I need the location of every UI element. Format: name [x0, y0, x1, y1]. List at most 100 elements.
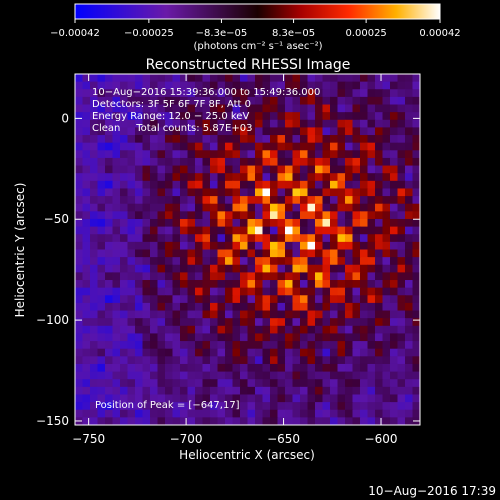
- heatmap-cell: [180, 211, 189, 220]
- heatmap-cell: [300, 142, 309, 151]
- heatmap-cell: [187, 241, 196, 251]
- heatmap-cell: [150, 333, 159, 342]
- heatmap-cell: [82, 257, 91, 266]
- heatmap-cell: [165, 356, 174, 365]
- heatmap-cell: [240, 180, 249, 190]
- heatmap-cell: [292, 310, 301, 319]
- heatmap-cell: [337, 180, 346, 190]
- heatmap-cell: [367, 234, 376, 243]
- heatmap-cell: [210, 241, 219, 251]
- heatmap-cell: [150, 218, 159, 228]
- heatmap-cell: [210, 287, 219, 296]
- heatmap-cell: [187, 81, 196, 90]
- heatmap-cell: [112, 203, 121, 212]
- heatmap-cell: [247, 157, 256, 167]
- heatmap-cell: [262, 371, 271, 380]
- heatmap-cell: [120, 287, 129, 296]
- heatmap-cell: [142, 333, 151, 342]
- heatmap-cell: [300, 157, 309, 167]
- heatmap-cell: [292, 272, 301, 281]
- heatmap-cell: [97, 302, 106, 312]
- heatmap-cell: [270, 280, 279, 289]
- heatmap-cell: [240, 112, 249, 121]
- heatmap-cell: [322, 157, 331, 167]
- heatmap-cell: [352, 257, 361, 266]
- heatmap-cell: [135, 218, 144, 228]
- heatmap-cell: [315, 386, 324, 396]
- heatmap-cell: [210, 272, 219, 281]
- heatmap-cell: [315, 173, 324, 182]
- heatmap-cell: [307, 74, 316, 83]
- heatmap-cell: [300, 417, 309, 425]
- heatmap-cell: [405, 74, 414, 83]
- heatmap-cell: [180, 203, 189, 212]
- heatmap-cell: [157, 119, 166, 129]
- heatmap-cell: [285, 234, 294, 243]
- heatmap-cell: [277, 417, 286, 425]
- heatmap-cell: [367, 295, 376, 304]
- heatmap-cell: [202, 180, 211, 190]
- heatmap-cell: [375, 280, 384, 289]
- heatmap-cell: [255, 417, 264, 425]
- heatmap-cell: [157, 196, 166, 205]
- heatmap-cell: [397, 341, 406, 350]
- heatmap-cell: [75, 135, 84, 144]
- heatmap-cell: [255, 371, 264, 380]
- heatmap-cell: [277, 333, 286, 342]
- heatmap-cell: [367, 318, 376, 327]
- heatmap-cell: [172, 112, 181, 121]
- heatmap-cell: [82, 356, 91, 365]
- heatmap-cell: [75, 119, 84, 129]
- heatmap-cell: [307, 402, 316, 411]
- heatmap-cell: [360, 280, 369, 289]
- heatmap-cell: [397, 173, 406, 182]
- heatmap-cell: [382, 341, 391, 350]
- heatmap-cell: [375, 249, 384, 258]
- heatmap-cell: [382, 394, 391, 403]
- heatmap-cell: [262, 241, 271, 251]
- heatmap-cell: [82, 173, 91, 182]
- heatmap-cell: [97, 348, 106, 357]
- heatmap-cell: [202, 272, 211, 281]
- heatmap-cell: [105, 325, 114, 335]
- heatmap-cell: [150, 257, 159, 266]
- heatmap-cell: [315, 402, 324, 411]
- heatmap-cell: [180, 302, 189, 312]
- heatmap-cell: [337, 371, 346, 380]
- heatmap-cell: [412, 325, 420, 335]
- heatmap-cell: [255, 379, 264, 388]
- heatmap-cell: [112, 318, 121, 327]
- heatmap-cell: [360, 135, 369, 144]
- heatmap-cell: [315, 325, 324, 335]
- heatmap-cell: [375, 150, 384, 159]
- heatmap-cell: [352, 310, 361, 319]
- heatmap-cell: [247, 287, 256, 296]
- heatmap-cell: [135, 241, 144, 251]
- heatmap-cell: [330, 386, 339, 396]
- heatmap-cell: [345, 135, 354, 144]
- heatmap-cell: [232, 74, 241, 83]
- heatmap-cell: [397, 96, 406, 106]
- heatmap-cell: [360, 325, 369, 335]
- heatmap-cell: [345, 402, 354, 411]
- heatmap-cell: [345, 203, 354, 212]
- heatmap-cell: [142, 218, 151, 228]
- heatmap-cell: [217, 295, 226, 304]
- heatmap-cell: [225, 257, 234, 266]
- heatmap-cell: [255, 310, 264, 319]
- heatmap-cell: [307, 173, 316, 182]
- heatmap-cell: [270, 196, 279, 205]
- heatmap-cell: [360, 363, 369, 373]
- heatmap-cell: [217, 287, 226, 296]
- heatmap-cell: [315, 318, 324, 327]
- heatmap-cell: [412, 371, 420, 380]
- heatmap-cell: [375, 341, 384, 350]
- heatmap-cell: [112, 341, 121, 350]
- heatmap-cell: [307, 310, 316, 319]
- heatmap-cell: [75, 234, 84, 243]
- heatmap-cell: [315, 295, 324, 304]
- heatmap-cell: [232, 264, 241, 273]
- heatmap-cell: [345, 211, 354, 220]
- heatmap-cell: [90, 218, 99, 228]
- heatmap-cell: [247, 135, 256, 144]
